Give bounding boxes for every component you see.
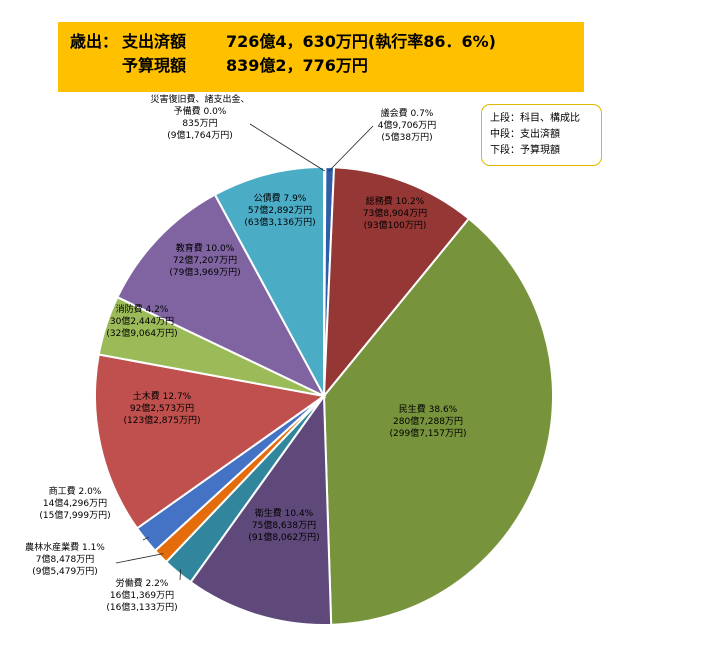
legend-note-line3: 下段：予算現額 [490,145,560,156]
slice-label-11: 災害復旧費、諸支出金、予備費 0.0%835万円(9億1,764万円) [150,93,249,141]
slice-label-5: 農林水産業費 1.1%7億8,478万円(9億5,479万円) [25,541,105,577]
slice-label-2: 民生費 38.6%280億7,288万円(299億7,157万円) [390,403,467,439]
slice-label-11-spent: 835万円 [182,118,217,129]
slice-label-0-budget: (5億38万円) [381,131,432,143]
pie-slice-1 [322,166,471,399]
slice-label-8-label: 消防費 4.2% [116,303,169,315]
label-legend-note: 上段：科目、構成比 中段：支出済額 下段：予算現額 [481,104,602,166]
leader-line-2 [115,553,164,564]
slice-label-10-spent: 57億2,892万円 [248,204,312,216]
slice-label-10-budget: (63億3,136万円) [244,216,315,228]
slice-label-7-label: 土木費 12.7% [133,390,192,402]
slice-label-7-spent: 92億2,573万円 [130,402,194,414]
slice-label-6-spent: 14億4,296万円 [43,497,107,509]
legend-note-line2: 中段：支出済額 [490,129,560,140]
summary-key: 歳出： [70,32,119,51]
slice-label-7-budget: (123億2,875万円) [124,414,201,426]
slice-label-0: 議会費 0.7%4億9,706万円(5億38万円) [378,107,437,143]
legend-note-line1: 上段：科目、構成比 [490,113,580,124]
slice-label-9-label: 教育費 10.0% [176,242,235,254]
slice-label-5-budget: (9億5,479万円) [32,565,98,577]
slice-label-4-spent: 16億1,369万円 [110,589,174,601]
slice-label-0-label: 議会費 0.7% [381,107,434,119]
slice-label-2-budget: (299億7,157万円) [390,427,467,439]
slice-label-3: 衛生費 10.4%75億8,638万円(91億8,062万円) [248,507,319,543]
slice-label-11-budget: (9億1,764万円) [167,129,233,141]
pie-slice-3 [189,393,333,626]
summary-spent-label: 支出済額 [122,32,187,51]
slice-label-4-budget: (16億3,133万円) [106,601,177,613]
slice-label-9-spent: 72億7,207万円 [173,254,237,266]
slice-label-6-budget: (15億7,999万円) [39,509,110,521]
slice-label-8: 消防費 4.2%30億2,444万円(32億9,064万円) [106,303,177,339]
slice-label-3-spent: 75億8,638万円 [252,519,316,531]
summary-spent-value: 726億4，630万円(執行率86．6%) [226,32,496,51]
slice-label-8-budget: (32億9,064万円) [106,327,177,339]
summary-budget-label: 予算現額 [122,56,187,75]
slice-label-10: 公債費 7.9%57億2,892万円(63億3,136万円) [244,192,315,228]
slice-label-2-label: 民生費 38.6% [399,403,458,415]
slice-label-1: 総務費 10.2%73億8,904万円(93億100万円) [363,195,427,231]
pie-slice-9 [116,193,327,399]
slice-label-7: 土木費 12.7%92億2,573万円(123億2,875万円) [124,390,201,426]
slice-label-9-budget: (79億3,969万円) [169,266,240,278]
summary-budget-value: 839億2，776万円 [226,56,368,75]
leader-line-3 [179,569,181,581]
pie-slice-10 [213,165,325,397]
slice-label-8-spent: 30億2,444万円 [110,315,174,327]
slice-label-6-label: 商工費 2.0% [49,485,102,497]
leader-line-0 [328,125,374,172]
slice-label-5-spent: 7億8,478万円 [36,553,95,565]
summary-spent-row: 歳出： 支出済額 726億4，630万円(執行率86．6%) [70,30,584,54]
summary-budget-row: 予算現額 839億2，776万円 [70,54,584,78]
leader-line-4 [249,123,325,172]
pie-slice-2 [322,217,554,626]
slice-label-11-label_line2: 予備費 0.0% [174,105,227,117]
summary-banner: 歳出： 支出済額 726億4，630万円(執行率86．6%) 予算現額 839億2，7… [58,22,584,92]
slice-label-2-spent: 280億7,288万円 [393,415,463,427]
slice-label-1-label: 総務費 10.2% [366,195,425,207]
slice-label-0-spent: 4億9,706万円 [378,119,437,131]
slice-label-4: 労働費 2.2%16億1,369万円(16億3,133万円) [106,577,177,613]
slice-label-5-label: 農林水産業費 1.1% [25,541,105,553]
pie-slice-7 [94,353,327,530]
slice-label-3-label: 衛生費 10.4% [255,507,314,519]
slice-label-11-label_line1: 災害復旧費、諸支出金、 [150,93,249,105]
pie-slice-11 [323,165,327,397]
slice-label-9: 教育費 10.0%72億7,207万円(79億3,969万円) [169,242,240,278]
slice-label-10-label: 公債費 7.9% [254,192,307,204]
slice-label-1-budget: (93億100万円) [364,219,427,231]
slice-label-6: 商工費 2.0%14億4,296万円(15億7,999万円) [39,485,110,521]
slice-label-3-budget: (91億8,062万円) [248,531,319,543]
leader-line-1 [142,536,149,541]
slice-label-4-label: 労働費 2.2% [116,577,169,589]
slice-label-1-spent: 73億8,904万円 [363,207,427,219]
